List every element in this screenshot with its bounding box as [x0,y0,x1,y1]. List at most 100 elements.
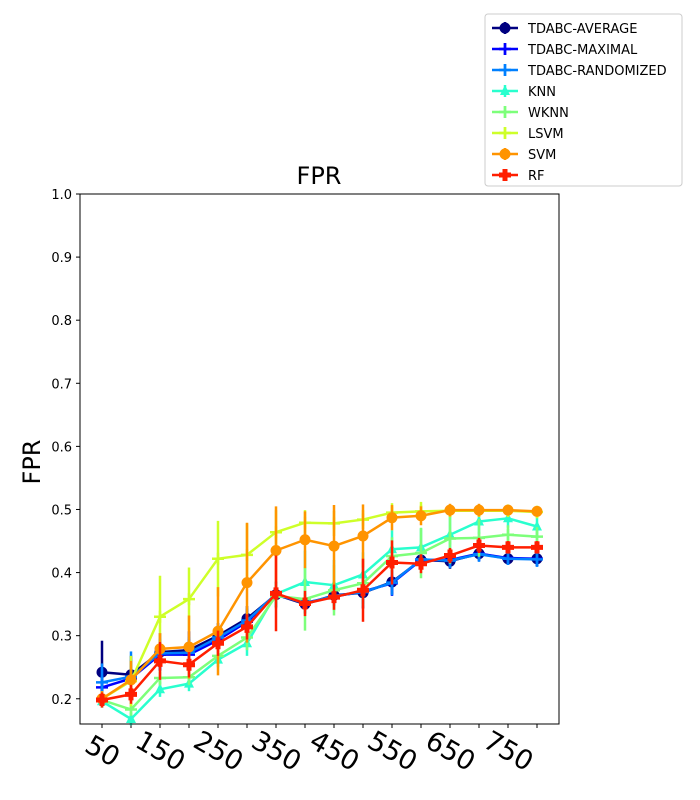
y-tick-label: 0.7 [51,377,72,392]
legend-marker [499,22,511,34]
series-lsvm [96,501,543,707]
series-line [101,544,537,702]
legend-marker [499,169,511,181]
data-point [96,676,108,689]
data-point [531,530,543,543]
legend-box [484,13,683,187]
data-point [125,674,137,686]
data-point [155,683,165,694]
legend-item: SVM [492,148,556,163]
data-point [241,577,253,589]
y-tick-label: 0.8 [51,314,72,329]
series-line [101,552,538,689]
data-point [183,593,195,606]
legend-item: RF [492,169,545,184]
y-tick-label: 0.6 [51,440,72,455]
y-tick-label: 0.4 [51,567,72,582]
series-line [101,533,538,711]
legend-item: KNN [492,85,556,100]
data-point [154,610,166,623]
plot-frame [79,193,560,725]
data-point [183,658,195,671]
legend-marker [499,64,511,76]
chart-title: FPR [297,162,342,190]
y-axis-label: FPR [18,440,46,485]
series-line [101,508,538,700]
data-point [212,552,224,565]
legend-label: TDABC-MAXIMAL [527,43,638,58]
series-line [101,553,538,684]
series-line [101,517,538,721]
y-tick-label: 0.9 [51,251,72,266]
data-point [444,532,456,545]
data-point [241,620,253,633]
legend-label: KNN [528,85,556,100]
legend-item: TDABC-AVERAGE [492,22,637,37]
series-layer [96,501,543,726]
legend: TDABC-AVERAGE TDABC-MAXIMAL TDABC-RANDOMIZ… [484,13,683,187]
legend-label: LSVM [528,127,564,142]
data-point [532,520,542,531]
data-point [183,641,195,653]
legend-item: LSVM [492,127,564,142]
data-point [299,597,311,610]
legend-marker [500,85,510,95]
data-point [270,587,282,600]
x-tick-label: 750 [478,725,538,778]
x-tick-label: 350 [246,725,306,778]
x-tick-label: 450 [304,725,364,778]
y-axis: 0.2 0.3 0.4 0.5 0.6 0.7 0.8 0.9 1.0 [51,188,80,708]
legend-marker [499,127,511,139]
y-tick-label: 0.2 [51,693,72,708]
data-point [444,549,456,562]
data-point [502,552,514,565]
legend-item: WKNN [492,106,569,121]
y-tick-label: 0.3 [51,630,72,645]
series-tdabc-maximal [96,546,543,707]
data-point [502,528,514,541]
legend-label: TDABC-AVERAGE [527,22,637,37]
data-point [531,505,543,517]
data-point [531,553,543,566]
legend-label: RF [528,169,545,184]
data-point [502,504,514,516]
x-tick-label: 50 [80,730,125,774]
legend-item: TDABC-RANDOMIZED [492,64,667,79]
series-rf [96,537,543,708]
data-point [444,504,456,516]
data-point [154,654,166,667]
data-point [357,584,369,597]
legend-label: TDABC-RANDOMIZED [527,64,667,79]
x-tick-label: 650 [420,725,480,778]
legend-marker [499,106,511,118]
data-point [415,557,427,570]
data-point [503,512,513,523]
data-point [125,688,137,701]
x-tick-label: 150 [130,725,190,778]
data-point [212,637,224,650]
data-point [299,534,311,546]
data-point [386,512,398,524]
legend-item: TDABC-MAXIMAL [492,43,638,58]
legend-label: WKNN [528,106,569,121]
series-svm [96,503,543,707]
data-point [415,510,427,522]
legend-marker [499,43,511,55]
data-point [96,694,108,707]
x-tick-label: 250 [188,725,248,778]
x-tick-label: 550 [362,725,422,778]
data-point [473,539,485,552]
legend-label: SVM [528,148,556,163]
legend-marker [499,148,511,160]
data-point [357,530,369,542]
data-point [531,541,543,554]
series-line [101,552,537,677]
y-tick-label: 0.5 [51,503,72,518]
data-point [328,591,340,604]
data-point [473,504,485,516]
data-point [270,544,282,556]
series-tdabc-average [96,547,543,704]
data-point [502,541,514,554]
